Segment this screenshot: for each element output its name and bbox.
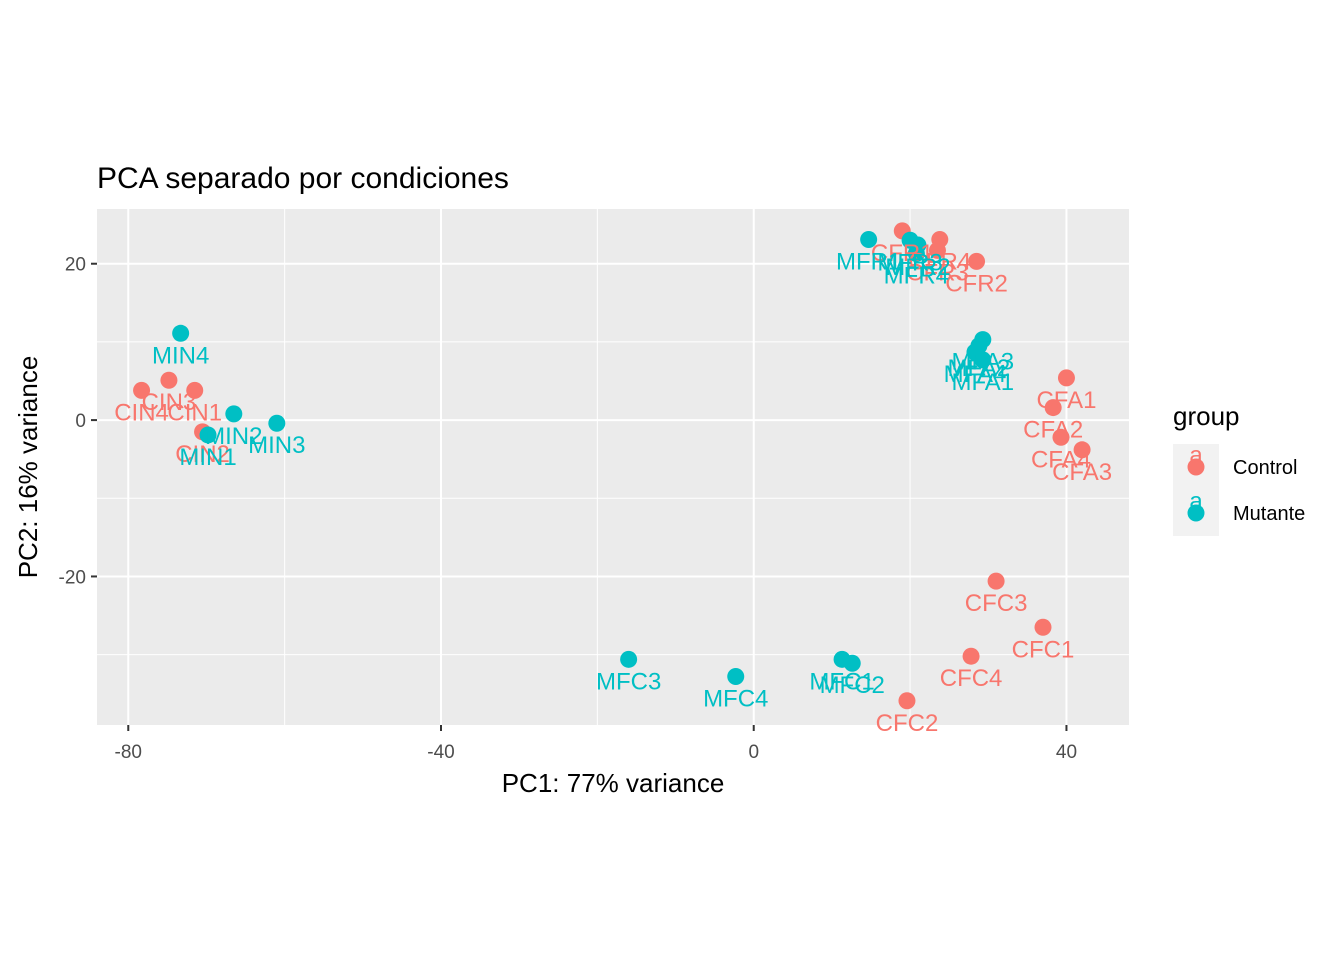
data-point (1073, 441, 1091, 459)
point-label: CFR4 (908, 248, 971, 275)
point-label: MFC2 (820, 672, 885, 699)
data-point (225, 405, 243, 423)
legend-key-text: a (1189, 442, 1203, 469)
legend: group a Control a Mutante (1173, 401, 1305, 536)
point-label: CIN1 (167, 399, 222, 426)
data-point (1057, 369, 1075, 387)
y-tick-label: 20 (65, 255, 86, 276)
minor-grid (97, 209, 1129, 725)
point-label: MFR1 (836, 248, 901, 275)
point-label: CFC4 (940, 665, 1003, 692)
point-label: CFR1 (871, 240, 934, 267)
point-label: MFR4 (884, 263, 949, 290)
point-label: CIN2 (175, 441, 230, 468)
point-label: CFR3 (906, 259, 969, 286)
point-label: MFC1 (809, 668, 874, 695)
point-label: MIN2 (205, 423, 262, 450)
data-point (268, 414, 286, 432)
x-axis-title: PC1: 77% variance (502, 768, 725, 798)
data-point (907, 245, 925, 263)
point-label: CFC1 (1012, 636, 1075, 663)
data-point (160, 371, 178, 389)
point-label: MFA3 (951, 349, 1014, 376)
data-point (186, 381, 204, 399)
legend-key-point (1187, 504, 1205, 522)
data-point (199, 426, 217, 444)
legend-key-point (1187, 458, 1205, 476)
point-label: MFA1 (951, 369, 1014, 396)
legend-label: Mutante (1233, 503, 1305, 525)
point-label: MFC3 (596, 668, 661, 695)
data-point (727, 668, 745, 686)
data-point (928, 241, 946, 259)
plot-panel (97, 209, 1129, 725)
point-label: CFA1 (1036, 387, 1096, 414)
x-tick-label: -80 (115, 742, 142, 763)
data-point (974, 351, 992, 369)
point-label: MFC4 (703, 686, 768, 713)
data-point (860, 230, 878, 248)
data-point (987, 572, 1005, 590)
data-point (1044, 399, 1062, 417)
data-point (620, 650, 638, 668)
point-label: MFA4 (944, 361, 1007, 388)
point-label: CFA2 (1023, 417, 1083, 444)
major-grid (97, 209, 1129, 725)
legend-key-text: a (1189, 488, 1203, 515)
point-label: CFA3 (1052, 459, 1112, 486)
y-axis: -20 0 20 (59, 255, 97, 588)
point-label: MIN4 (152, 342, 209, 369)
point-label: MIN3 (248, 432, 305, 459)
y-tick-label: 0 (75, 411, 86, 432)
data-point (1034, 618, 1052, 636)
x-tick-label: 0 (748, 742, 759, 763)
data-point (1052, 428, 1070, 446)
data-point (898, 692, 916, 710)
x-axis: -80 -40 0 40 (115, 725, 1077, 763)
x-tick-label: 40 (1056, 742, 1077, 763)
legend-title: group (1173, 401, 1240, 431)
data-point (133, 381, 151, 399)
point-label: MFR2 (885, 254, 950, 281)
point-label: MFA2 (948, 355, 1011, 382)
point-label: CIN4 (114, 399, 169, 426)
data-points (133, 222, 1091, 710)
chart-title: PCA separado por condiciones (97, 162, 509, 195)
y-tick-label: -20 (59, 567, 86, 588)
point-label: CFC3 (965, 590, 1028, 617)
point-label: MIN1 (179, 444, 236, 471)
y-axis-title: PC2: 16% variance (13, 356, 43, 579)
point-label: MFR3 (877, 249, 942, 276)
data-point (968, 252, 986, 270)
point-label: CFR2 (945, 270, 1008, 297)
data-point (843, 654, 861, 672)
point-label: CFC2 (876, 710, 939, 737)
legend-label: Control (1233, 457, 1297, 479)
x-tick-label: -40 (427, 742, 454, 763)
point-label: CFA4 (1031, 446, 1091, 473)
point-label: CIN3 (142, 389, 197, 416)
data-point (172, 324, 190, 342)
legend-keys: a Control a Mutante (1173, 442, 1305, 536)
data-point (962, 647, 980, 665)
